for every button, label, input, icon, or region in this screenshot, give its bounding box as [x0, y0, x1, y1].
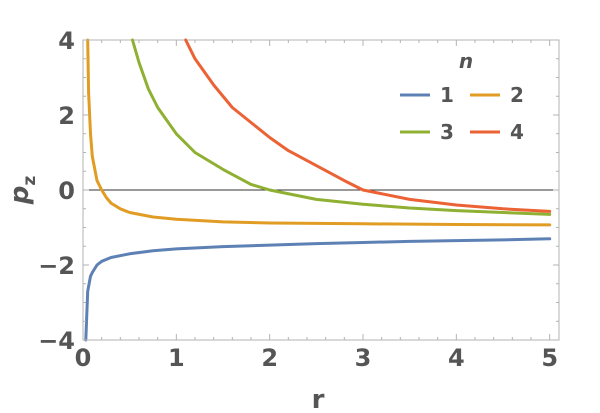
y-axis-title-main: p	[5, 186, 35, 206]
x-tick-label: 0	[75, 344, 92, 372]
y-axis-title: pz	[5, 176, 40, 206]
y-tick-label: 2	[58, 102, 75, 130]
y-tick-label: 0	[58, 177, 75, 205]
y-axis-title-subscript: z	[20, 176, 40, 186]
series-layer	[84, 38, 552, 342]
plot-frame	[82, 39, 560, 341]
series-4-line	[184, 38, 552, 213]
series-1-line	[84, 237, 552, 342]
x-tick-label: 1	[168, 344, 185, 372]
y-axis-ticks: −4 −2 0 2 4	[38, 27, 559, 355]
legend-label-1: 1	[440, 83, 454, 107]
series-2-line	[86, 38, 552, 227]
x-tick-label: 2	[261, 344, 278, 372]
y-tick-label: −2	[38, 252, 75, 280]
x-tick-label: 4	[448, 344, 465, 372]
legend: n 1 2 3 4	[400, 49, 524, 144]
x-axis-title: r	[312, 385, 325, 413]
y-tick-label: −4	[38, 327, 75, 355]
series-3-line	[131, 38, 552, 216]
legend-label-4: 4	[510, 120, 524, 144]
x-tick-label: 3	[355, 344, 372, 372]
y-axis-title-group: pz	[5, 176, 40, 206]
legend-label-3: 3	[440, 120, 454, 144]
legend-label-2: 2	[510, 83, 524, 107]
y-tick-label: 4	[58, 27, 75, 55]
x-tick-label: 5	[541, 344, 558, 372]
legend-title: n	[459, 49, 473, 73]
x-axis-ticks: 0 1 2 3 4 5	[75, 40, 558, 372]
